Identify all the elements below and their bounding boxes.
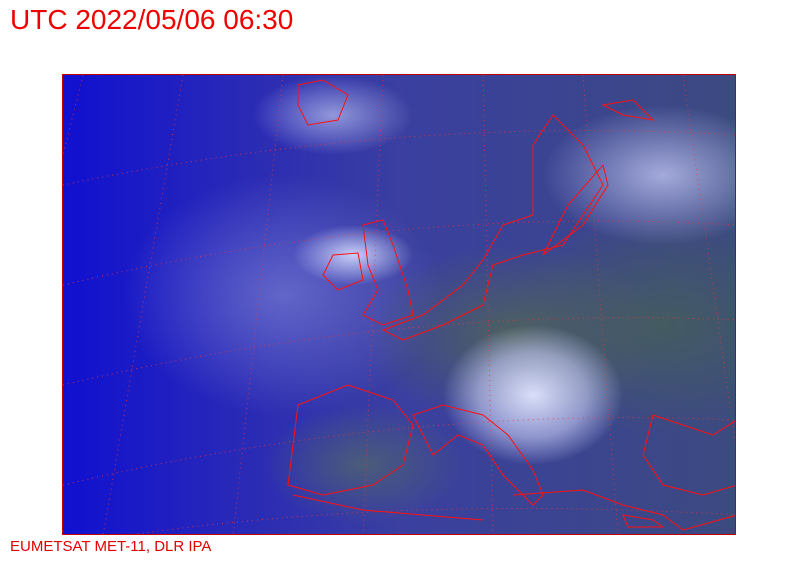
data-credit: EUMETSAT MET-11, DLR IPA [10, 538, 212, 555]
graticule [63, 75, 735, 534]
map-overlay [63, 75, 735, 534]
satellite-image [62, 74, 736, 535]
coastlines [287, 79, 735, 531]
timestamp-title: UTC 2022/05/06 06:30 [10, 4, 294, 35]
